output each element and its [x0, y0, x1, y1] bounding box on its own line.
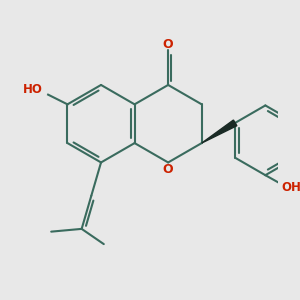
Text: OH: OH	[282, 181, 300, 194]
Text: O: O	[162, 163, 173, 176]
Text: O: O	[163, 38, 173, 51]
Text: HO: HO	[23, 82, 43, 96]
Polygon shape	[202, 120, 237, 143]
